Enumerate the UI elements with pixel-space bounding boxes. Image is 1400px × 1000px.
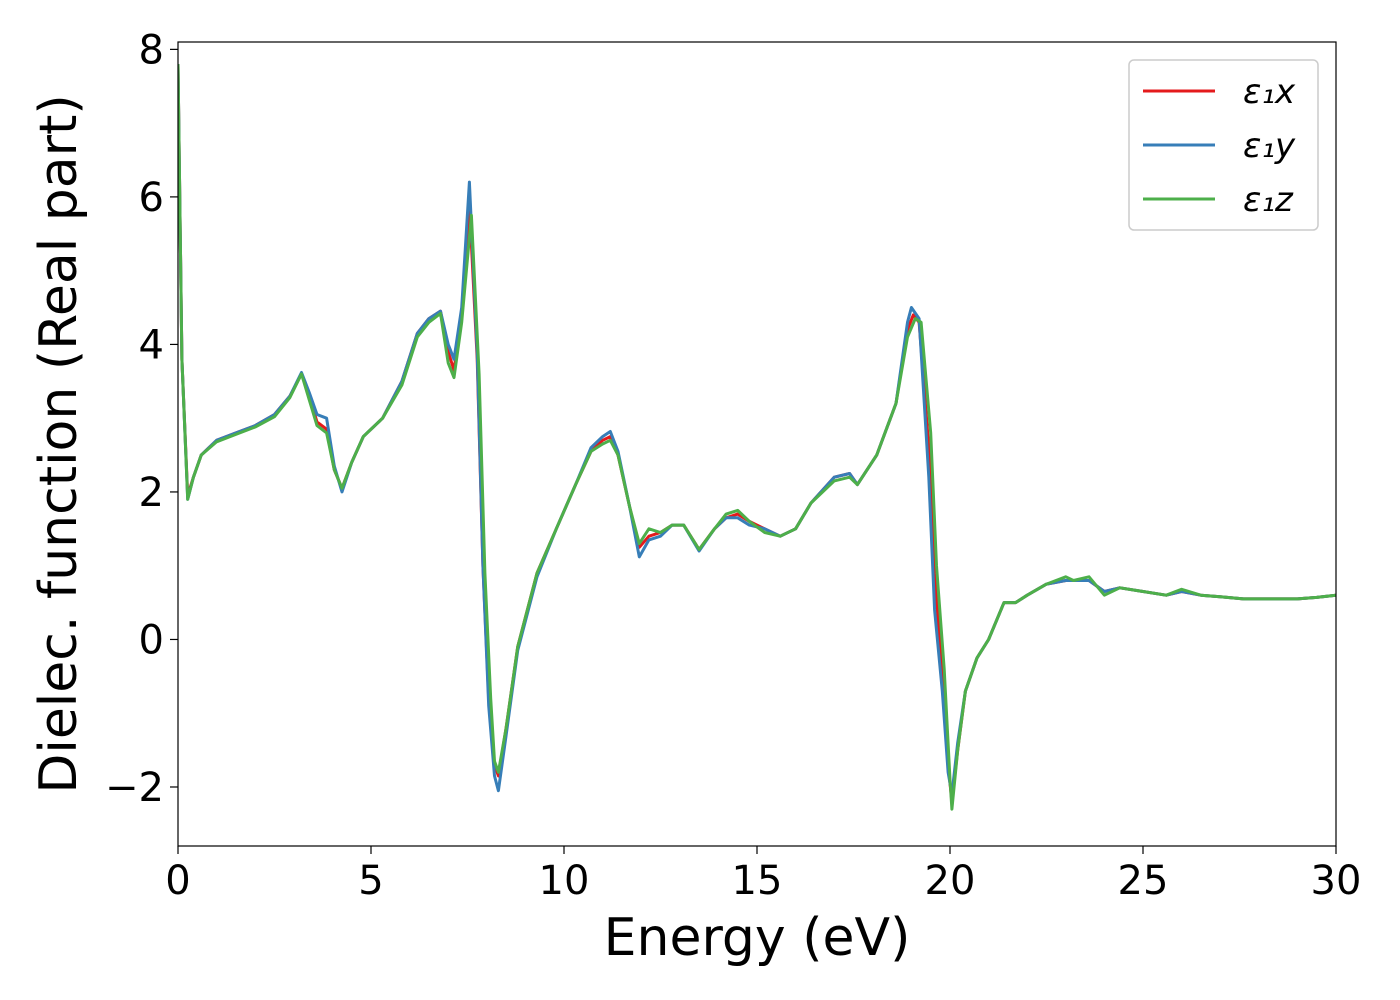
y-tick-label: 0 <box>139 617 164 663</box>
legend-box <box>1128 59 1319 231</box>
x-axis-label: Energy (eV) <box>604 908 911 968</box>
y-axis: −2 0 2 4 6 8 <box>105 27 178 811</box>
y-tick-label: 8 <box>139 27 164 73</box>
legend-label-3: ε₁z <box>1243 180 1294 220</box>
x-tick-label: 20 <box>925 858 976 904</box>
y-tick-label: −2 <box>105 765 164 811</box>
legend-label-2: ε₁y <box>1243 126 1296 166</box>
y-tick-label: 2 <box>139 470 164 516</box>
x-tick-label: 5 <box>358 858 383 904</box>
y-tick-label: 6 <box>139 175 164 221</box>
legend: ε₁x ε₁y ε₁z <box>1128 59 1319 231</box>
y-tick-label: 4 <box>139 322 164 368</box>
series-layer <box>178 64 1336 811</box>
x-tick-label: 10 <box>539 858 590 904</box>
series-line-3 <box>178 64 1336 811</box>
x-tick-label: 0 <box>165 858 190 904</box>
x-axis: 0 5 10 15 20 25 30 <box>165 846 1361 904</box>
legend-label-1: ε₁x <box>1243 72 1296 112</box>
x-tick-label: 25 <box>1118 858 1169 904</box>
x-tick-label: 30 <box>1311 858 1362 904</box>
x-tick-label: 15 <box>732 858 783 904</box>
y-axis-label: Dielec. function (Real part) <box>29 94 89 793</box>
